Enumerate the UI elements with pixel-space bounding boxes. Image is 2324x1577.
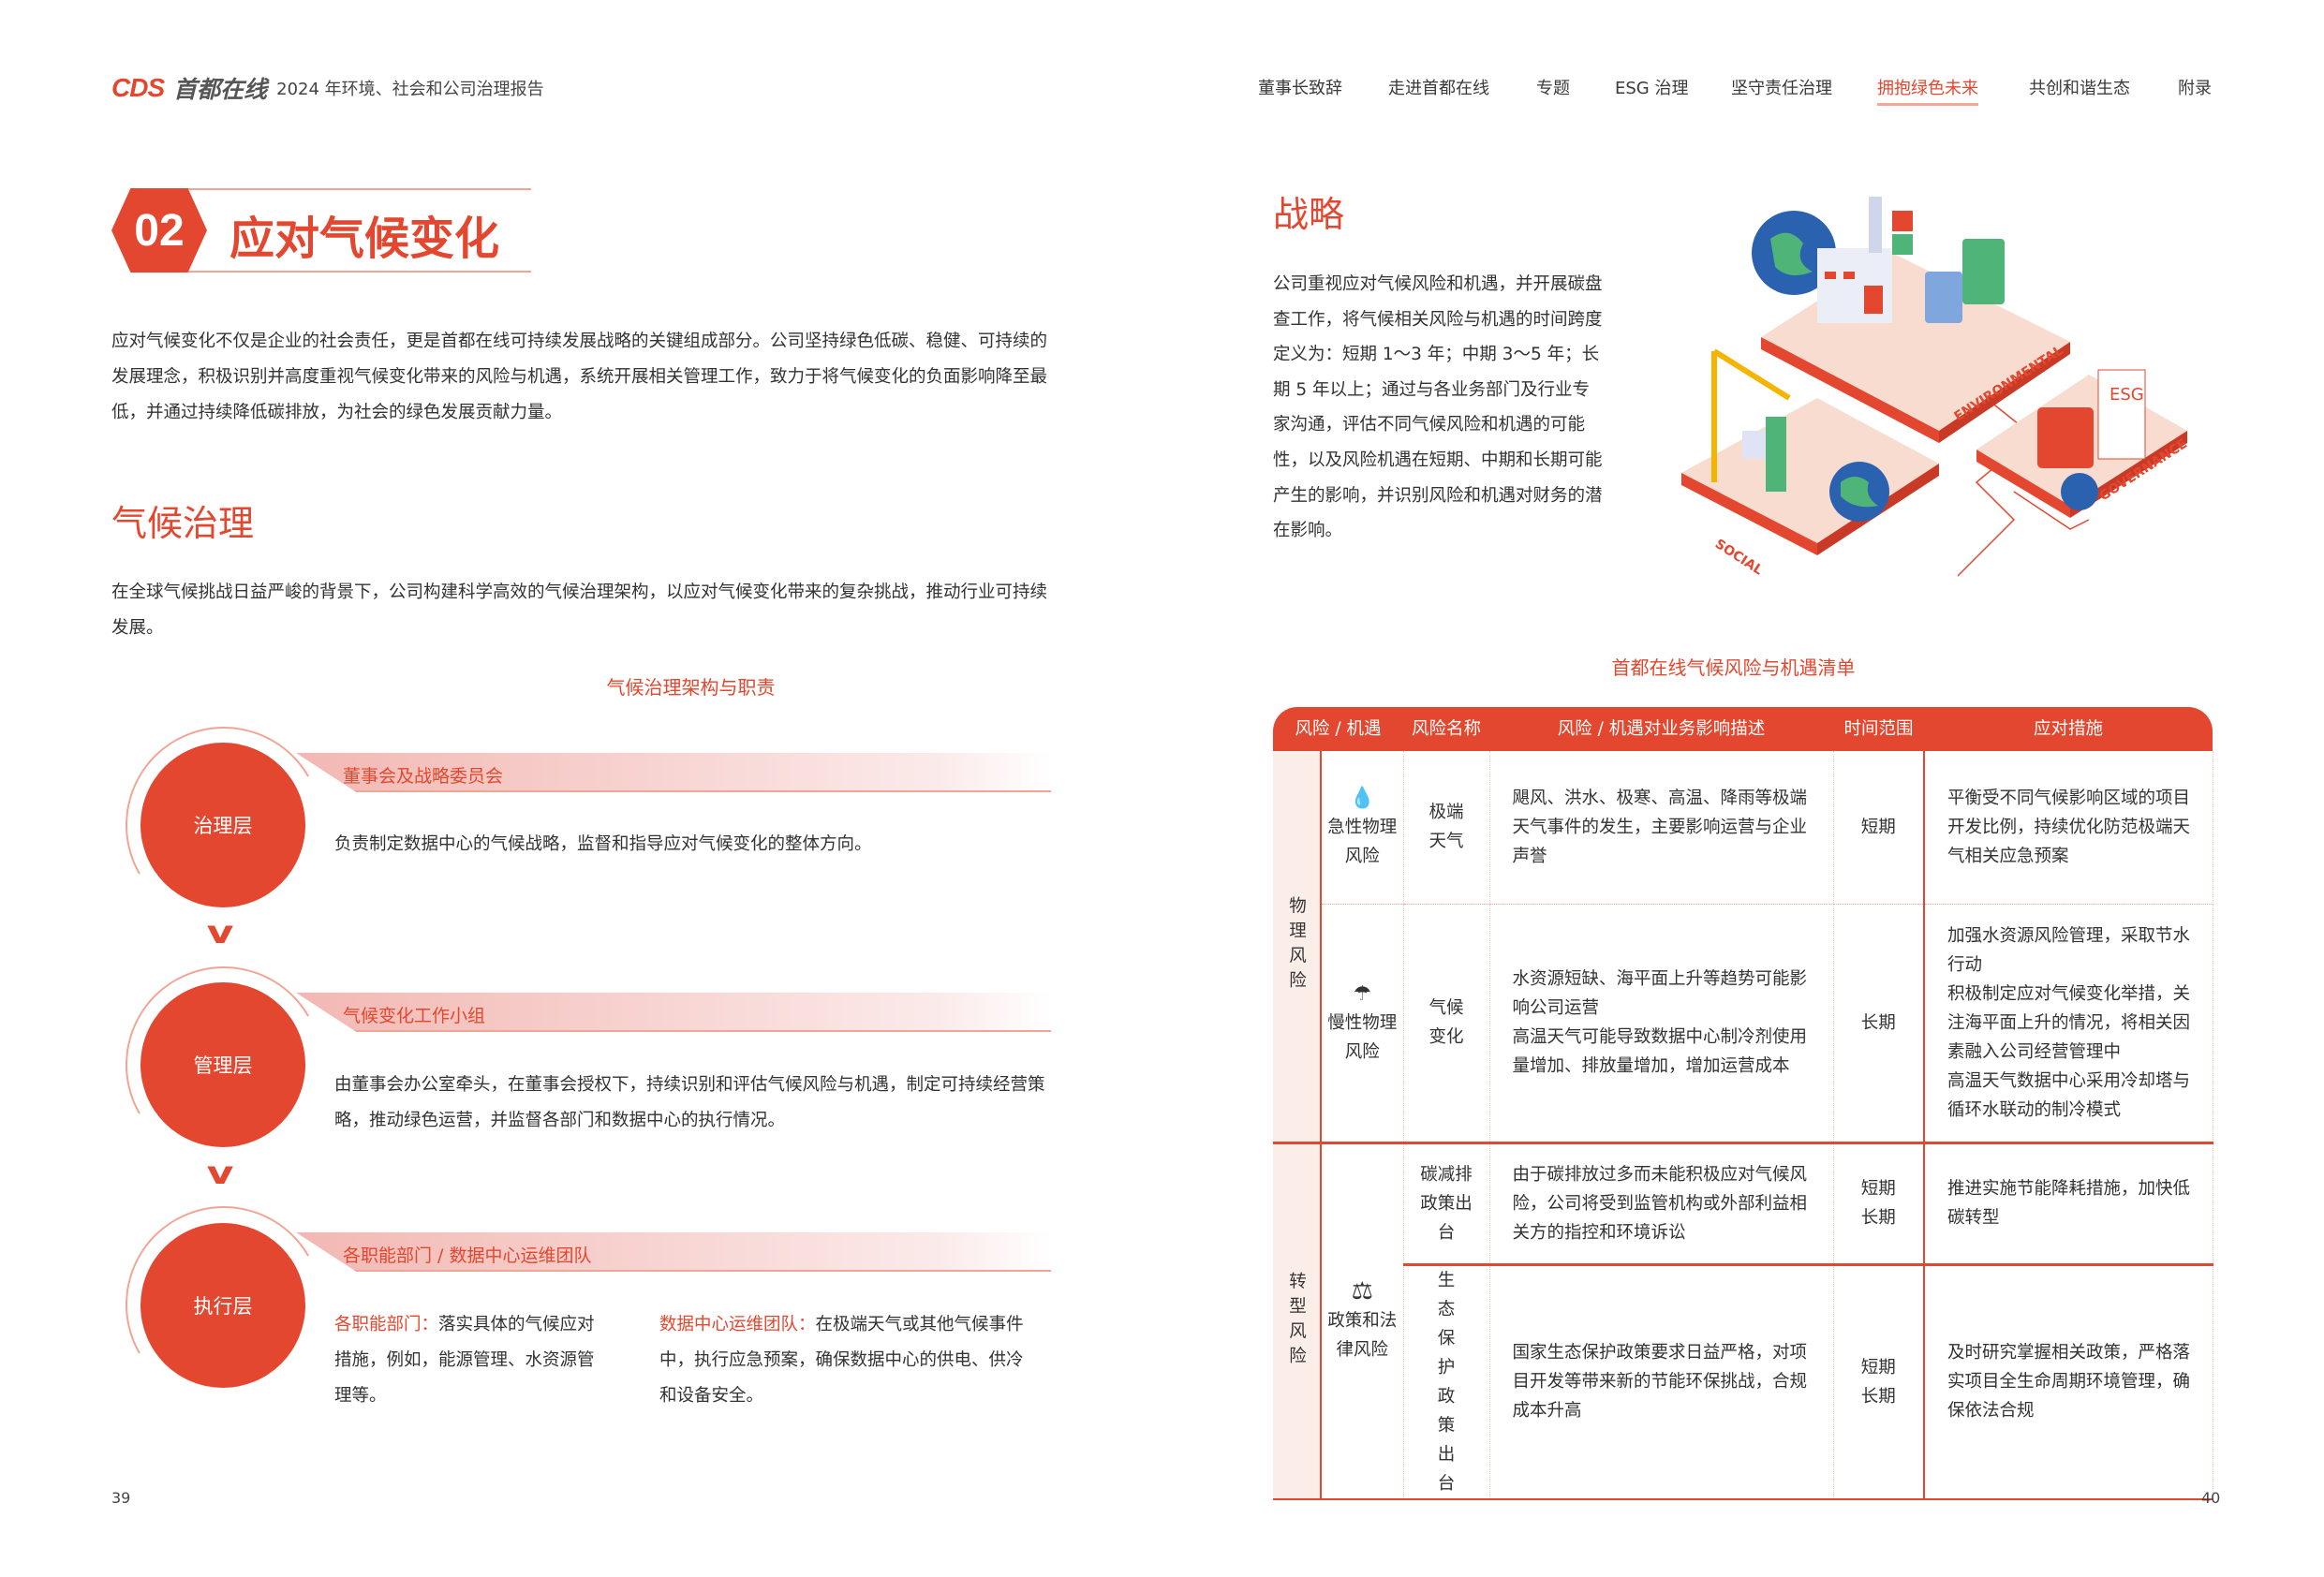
table-row: 物理风险 💧 急性物理风险 极端天气 飓风、洪水、极寒、高温、降雨等极端天气事件的… xyxy=(1273,751,2213,1144)
chevron-down-icon: v xyxy=(206,1155,234,1192)
layer-desc-departments: 各职能部门：落实具体的气候应对措施，例如，能源管理、水资源管理等。 xyxy=(334,1307,599,1414)
header-measures: 应对措施 xyxy=(1924,707,2213,751)
intro-paragraph: 应对气候变化不仅是企业的社会责任，更是首都在线可持续发展战略的关键组成部分。公司… xyxy=(111,332,1048,422)
table-row: 转型风险 ⚖ 政策和法律风险 碳减排政策出台 由于碳排放过多而未能积极应对气候风险… xyxy=(1273,1142,2213,1500)
layer-circle-execution: 执行层 xyxy=(141,1223,305,1388)
category-transition: 转型风险 xyxy=(1273,1142,1322,1500)
legal-document-icon: ⚖ xyxy=(1351,1277,1373,1305)
measure: 及时研究掌握相关政策，严格落实项目全生命周期环境管理，确保依法合规 xyxy=(1923,1264,2213,1499)
nav-item-chairman[interactable]: 董事长致辞 xyxy=(1258,79,1342,98)
top-nav: 董事长致辞 走进首都在线 专题 ESG 治理 坚守责任治理 拥抱绿色未来 共创和… xyxy=(0,75,2324,106)
header-time-range: 时间范围 xyxy=(1833,707,1924,751)
risk-name: 极端天气 xyxy=(1403,751,1490,905)
social-platform xyxy=(1681,398,1939,543)
nav-item-governance[interactable]: 坚守责任治理 xyxy=(1731,79,1832,98)
risk-name: 气候变化 xyxy=(1403,904,1490,1144)
diagram-caption: 气候治理架构与职责 xyxy=(606,676,776,699)
time-range: 长期 xyxy=(1833,904,1925,1144)
layer-circle-governance: 治理层 xyxy=(141,743,305,907)
risk-desc: 由于碳排放过多而未能积极应对气候风险，公司将受到监管机构或外部利益相关方的指控和… xyxy=(1489,1142,1834,1266)
risk-desc: 飓风、洪水、极寒、高温、降雨等极端天气事件的发生，主要影响运营与企业声誉 xyxy=(1489,751,1834,905)
layer-band-management: 气候变化工作小组 xyxy=(296,993,1051,1032)
header-description: 风险 / 机遇对业务影响描述 xyxy=(1489,707,1833,751)
nav-item-about[interactable]: 走进首都在线 xyxy=(1388,79,1489,98)
nav-item-ecology[interactable]: 共创和谐生态 xyxy=(2029,79,2130,98)
table-row: 生态保护政策出台 国家生态保护政策要求日益严格，对项目开发等带来新的节能环保挑战… xyxy=(1273,1264,2213,1499)
layer-circle-management: 管理层 xyxy=(141,982,305,1147)
subcategory-label: 政策和法律风险 xyxy=(1327,1311,1398,1360)
report-title: 2024 年环境、社会和公司治理报告 xyxy=(276,80,544,99)
climate-risk-table: 风险 / 机遇 风险名称 风险 / 机遇对业务影响描述 时间范围 应对措施 物理… xyxy=(1273,707,2213,1500)
title-rule-top xyxy=(187,188,531,190)
dept-label: 各职能部门： xyxy=(334,1315,439,1334)
esg-illustration: ESG ENVIRONMENTAL SOCIAL GOVERNANCE xyxy=(1681,197,2187,579)
briefcase-icon xyxy=(2037,407,2094,468)
social-label: SOCIAL xyxy=(1712,537,1766,579)
subcategory-label: 急性物理风险 xyxy=(1327,817,1398,866)
layer-band-governance: 董事会及战略委员会 xyxy=(296,753,1051,792)
section-title: 气候治理 xyxy=(111,503,255,544)
ops-label: 数据中心运维团队： xyxy=(659,1315,816,1334)
page-number-right: 40 xyxy=(2201,1489,2221,1507)
logo-latin: CDS xyxy=(111,73,165,102)
layer-desc: 负责制定数据中心的气候战略，监督和指导应对气候变化的整体方向。 xyxy=(334,834,872,854)
risk-desc: 国家生态保护政策要求日益严格，对项目开发等带来新的节能环保挑战，合规成本升高 xyxy=(1489,1264,1834,1499)
nav-item-green-future[interactable]: 拥抱绿色未来 xyxy=(1877,75,1978,106)
time-range: 短期 长期 xyxy=(1833,1142,1925,1266)
nav-item-appendix[interactable]: 附录 xyxy=(2178,79,2212,98)
category-physical: 物理风险 xyxy=(1273,751,1322,1144)
crane-icon xyxy=(1711,348,1791,482)
strategy-paragraph: 公司重视应对气候风险和机遇，并开展碳盘查工作，将气候相关风险与机遇的时间跨度定义… xyxy=(1273,274,1603,541)
header-risk-type: 风险 / 机遇 xyxy=(1273,707,1403,751)
layer-desc: 由董事会办公室牵头，在董事会授权下，持续识别和评估气候风险与机遇，制定可持续经营… xyxy=(334,1075,1045,1130)
nav-item-special[interactable]: 专题 xyxy=(1536,79,1570,98)
brand-logo: CDS 首都在线 2024 年环境、社会和公司治理报告 xyxy=(111,71,544,105)
strategy-title: 战略 xyxy=(1273,194,1345,235)
dept-text: 落实具体的气候应对措施，例如，能源管理、水资源管理等。 xyxy=(334,1315,595,1406)
table-row: ☂ 慢性物理风险 气候变化 水资源短缺、海平面上升等趋势可能影响公司运营 高温天气… xyxy=(1273,904,2213,1144)
time-range: 短期 xyxy=(1833,751,1925,905)
chapter-title: 应对气候变化 xyxy=(229,213,500,265)
nav-item-esg[interactable]: ESG 治理 xyxy=(1615,79,1689,98)
risk-name: 碳减排政策出台 xyxy=(1403,1142,1490,1266)
subcategory-policy: ⚖ 政策和法律风险 xyxy=(1321,1142,1404,1500)
measure: 推进实施节能降耗措施，加快低碳转型 xyxy=(1923,1142,2213,1266)
chevron-down-icon: v xyxy=(206,914,234,951)
title-rule-bottom xyxy=(187,271,531,273)
subcategory-label: 慢性物理风险 xyxy=(1327,1012,1398,1062)
subcategory-acute: 💧 急性物理风险 xyxy=(1321,751,1404,905)
risk-name: 生态保护政策出台 xyxy=(1403,1264,1490,1499)
header-risk-name: 风险名称 xyxy=(1403,707,1489,751)
layer-body: 董事会及战略委员会 xyxy=(343,766,504,787)
layer-body: 各职能部门 / 数据中心运维团队 xyxy=(343,1245,592,1266)
water-drops-icon: 💧 xyxy=(1349,786,1375,810)
subcategory-chronic: ☂ 慢性物理风险 xyxy=(1321,904,1404,1144)
esg-label: ESG xyxy=(2109,385,2144,405)
time-range: 短期 长期 xyxy=(1833,1264,1925,1499)
table-caption: 首都在线气候风险与机遇清单 xyxy=(1611,656,1856,679)
layer-desc-ops-team: 数据中心运维团队：在极端天气或其他气候事件中，执行应急预案，确保数据中心的供电、… xyxy=(659,1307,1029,1414)
layer-body: 气候变化工作小组 xyxy=(343,1006,486,1026)
page-number-left: 39 xyxy=(111,1489,131,1507)
ops-text: 在极端天气或其他气候事件中，执行应急预案，确保数据中心的供电、供冷和设备安全。 xyxy=(659,1315,1024,1406)
logo-chinese: 首都在线 xyxy=(173,76,268,103)
risk-desc: 水资源短缺、海平面上升等趋势可能影响公司运营 高温天气可能导致数据中心制冷剂使用… xyxy=(1489,904,1834,1144)
layer-band-execution: 各职能部门 / 数据中心运维团队 xyxy=(296,1232,1051,1272)
chapter-number-hexagon: 02 xyxy=(111,188,207,273)
section-paragraph: 在全球气候挑战日益严峻的背景下，公司构建科学高效的气候治理架构，以应对气候变化带… xyxy=(111,582,1048,638)
umbrella-icon: ☂ xyxy=(1353,981,1372,1006)
measure: 加强水资源风险管理，采取节水行动 积极制定应对气候变化举措，关注海平面上升的情况… xyxy=(1923,904,2213,1144)
table-header-row: 风险 / 机遇 风险名称 风险 / 机遇对业务影响描述 时间范围 应对措施 xyxy=(1273,707,2213,751)
measure: 平衡受不同气候影响区域的项目开发比例，持续优化防范极端天气相关应急预案 xyxy=(1923,751,2213,905)
